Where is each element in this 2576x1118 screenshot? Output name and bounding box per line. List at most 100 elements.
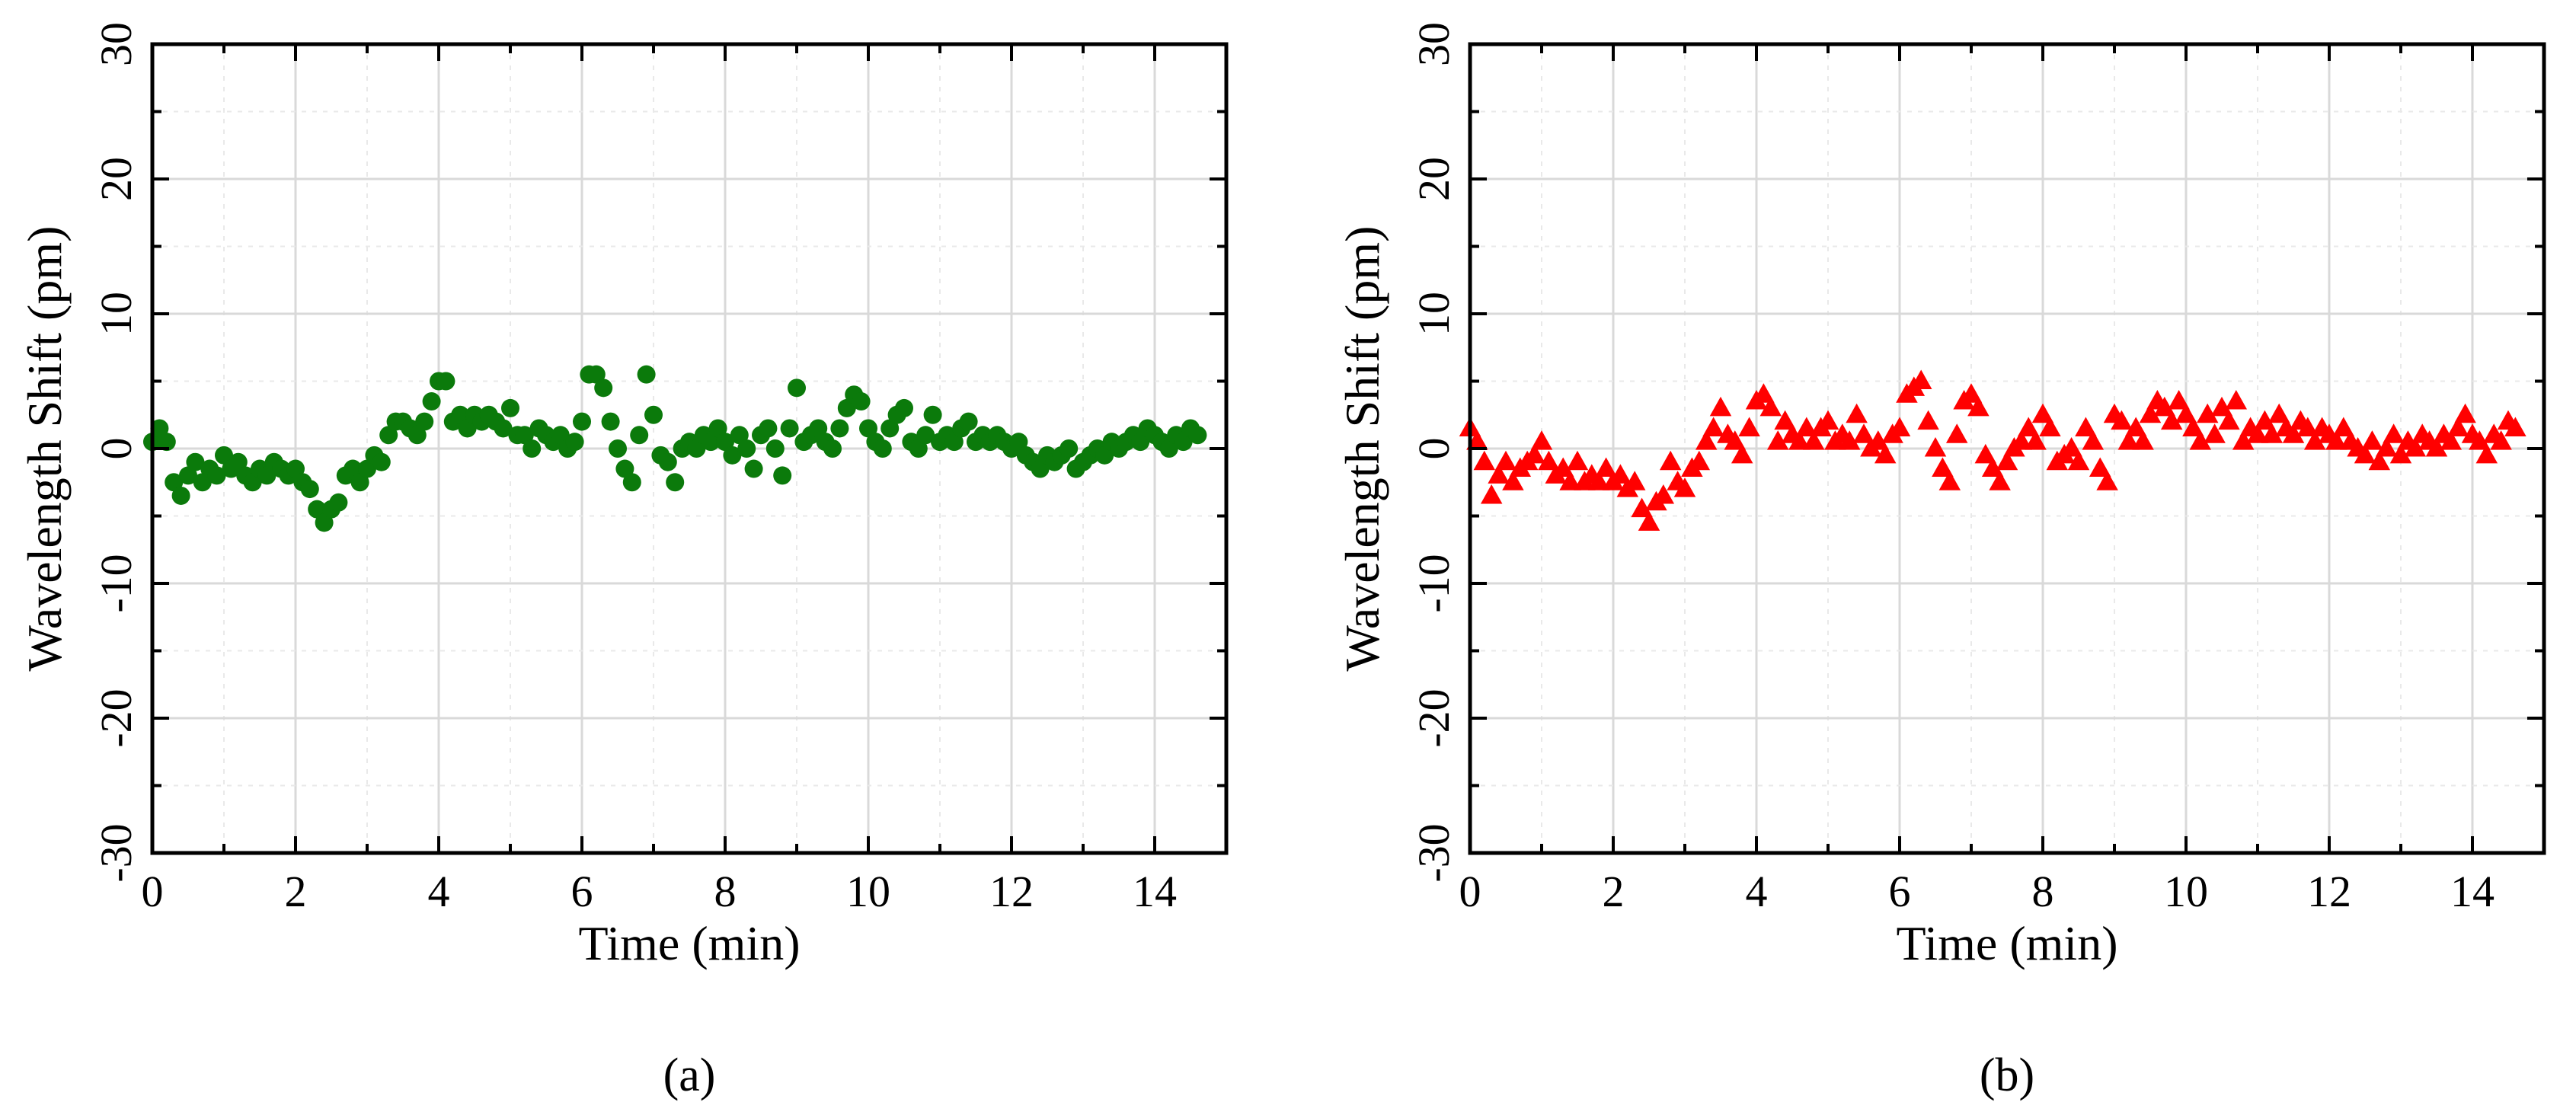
- panel-a-y-tick-label: -30: [91, 823, 141, 882]
- panel-a-data-point: [881, 419, 900, 438]
- panel-a-data-point: [407, 426, 427, 445]
- panel-a-data-point: [716, 433, 734, 452]
- panel-a-y-tick-label: -20: [91, 688, 141, 747]
- panel-a-data-point: [823, 439, 842, 458]
- panel-b-y-tick-label: 20: [1409, 157, 1459, 201]
- panel-a-data-point: [179, 466, 197, 485]
- panel-b-data-point: [1924, 437, 1947, 457]
- panel-b-data-point: [1967, 396, 1990, 417]
- panel-b-data-point: [1609, 464, 1632, 484]
- panel-a-data-point: [622, 473, 641, 492]
- panel-a-x-tick-label: 14: [1133, 867, 1177, 916]
- panel-b-data-point: [2111, 410, 2133, 430]
- panel-b-data-point: [2261, 423, 2284, 443]
- panel-b-x-tick-label: 10: [2164, 867, 2208, 916]
- panel-b-data-point: [1538, 450, 1560, 471]
- panel-b-data-point: [1552, 457, 1574, 478]
- panel-b-data-point: [2168, 390, 2190, 410]
- panel-a-data-point: [451, 405, 470, 424]
- panel-b-data-point: [1652, 484, 1675, 504]
- panel-b-data-point: [2368, 450, 2391, 471]
- panel-a-data-point: [229, 452, 248, 471]
- panel-b-x-tick-label: 14: [2450, 867, 2495, 916]
- panel-b-data-point: [1838, 430, 1861, 450]
- panel-a-data-point: [171, 486, 190, 505]
- panel-a-data-point: [852, 392, 871, 411]
- panel-b-data-point: [2096, 471, 2118, 490]
- panel-a-x-tick-label: 4: [428, 867, 450, 916]
- panel-a-data-point: [379, 426, 398, 445]
- panel-a-x-tick-label: 2: [285, 867, 307, 916]
- panel-b-data-point: [1945, 423, 1968, 443]
- panel-a-data-point: [165, 473, 184, 492]
- panel-a-data-point: [609, 439, 627, 458]
- panel-a-data-point: [909, 439, 928, 458]
- panel-b-data-point: [2218, 410, 2240, 430]
- panel-a-data-point: [809, 419, 828, 438]
- panel-a-data-point: [630, 426, 649, 445]
- panel-b-data-point: [2361, 430, 2383, 450]
- panel-a-data-point: [186, 452, 205, 471]
- panel-b-data-point: [2404, 437, 2427, 457]
- panel-a-data-point: [658, 452, 677, 471]
- panel-b-data-point: [2447, 417, 2469, 436]
- panel-b-data-point: [2132, 430, 2154, 450]
- panel-a-data-point: [1159, 439, 1178, 458]
- panel-b-data-point: [2153, 396, 2176, 417]
- panel-b-data-point: [2225, 390, 2248, 410]
- panel-b-data-point: [2303, 430, 2326, 450]
- panel-b-data-point: [2089, 457, 2111, 478]
- panel-b-data-point: [2189, 430, 2212, 450]
- panel-a-data-point: [458, 419, 477, 438]
- panel-b-data-point: [1559, 471, 1581, 490]
- panel-b-data-point: [2139, 403, 2162, 423]
- panel-a-data-point: [765, 439, 785, 458]
- panel-b-data-point: [1766, 430, 1789, 450]
- panel-a-x-tick-label: 6: [571, 867, 593, 916]
- panel-b-data-point: [2332, 417, 2355, 436]
- panel-a-ticks: [151, 43, 1228, 854]
- panel-b-x-axis-title: Time (min): [1897, 916, 2118, 970]
- panel-a-data-point: [759, 419, 778, 438]
- panel-a-data-point: [1095, 446, 1114, 465]
- panel-b-x-tick-label: 4: [1746, 867, 1768, 916]
- panel-b-data-point: [2469, 430, 2491, 450]
- panel-b-data-point: [2182, 417, 2204, 436]
- panel-b-data-point: [2175, 403, 2197, 423]
- panel-a-data-point: [780, 419, 799, 438]
- panel-b-data-point: [2025, 430, 2047, 450]
- panel-b-data-point: [1631, 497, 1653, 518]
- panel-a-data-point: [308, 500, 327, 519]
- panel-a-data-point: [1009, 433, 1028, 452]
- panel-b-data-point: [2031, 403, 2054, 423]
- panel-b-caption: (b): [1980, 1049, 2034, 1101]
- panel-b-data-point: [2039, 417, 2061, 436]
- panel-b-data-point: [2210, 396, 2233, 417]
- panel-b-x-tick-label: 6: [1889, 867, 1911, 916]
- panel-a-data-point: [300, 480, 319, 499]
- panel-b-data-point: [2254, 410, 2276, 430]
- panel-a-data-point: [837, 398, 856, 417]
- panel-b-data-point: [1494, 450, 1517, 471]
- panel-b-data-point: [1996, 450, 2018, 471]
- panel-a-data-point: [859, 419, 877, 438]
- panel-a-data-point: [644, 405, 663, 424]
- panel-a-data-point: [350, 473, 369, 492]
- panel-b-data-point: [2010, 430, 2033, 450]
- panel-b-data-point: [1659, 450, 1682, 471]
- panel-b-data-point: [2160, 410, 2183, 430]
- panel-a-data-point: [895, 398, 913, 417]
- panel-b-data-point: [2490, 430, 2512, 450]
- panel-b-data-point: [1502, 471, 1524, 490]
- panel-b-data-point: [2196, 403, 2219, 423]
- panel-a-data-point: [944, 433, 964, 452]
- panel-b-y-tick-label: 0: [1409, 438, 1459, 460]
- panel-b-y-tick-label: 30: [1409, 22, 1459, 66]
- panel-a-data-point: [1031, 459, 1050, 478]
- panel-b-data-point: [1566, 450, 1589, 471]
- panel-a-data-point: [723, 446, 742, 465]
- panel-b-data-point: [1774, 410, 1796, 430]
- panel-a-x-tick-label: 0: [142, 867, 164, 916]
- panel-b-data-point: [1910, 369, 1932, 389]
